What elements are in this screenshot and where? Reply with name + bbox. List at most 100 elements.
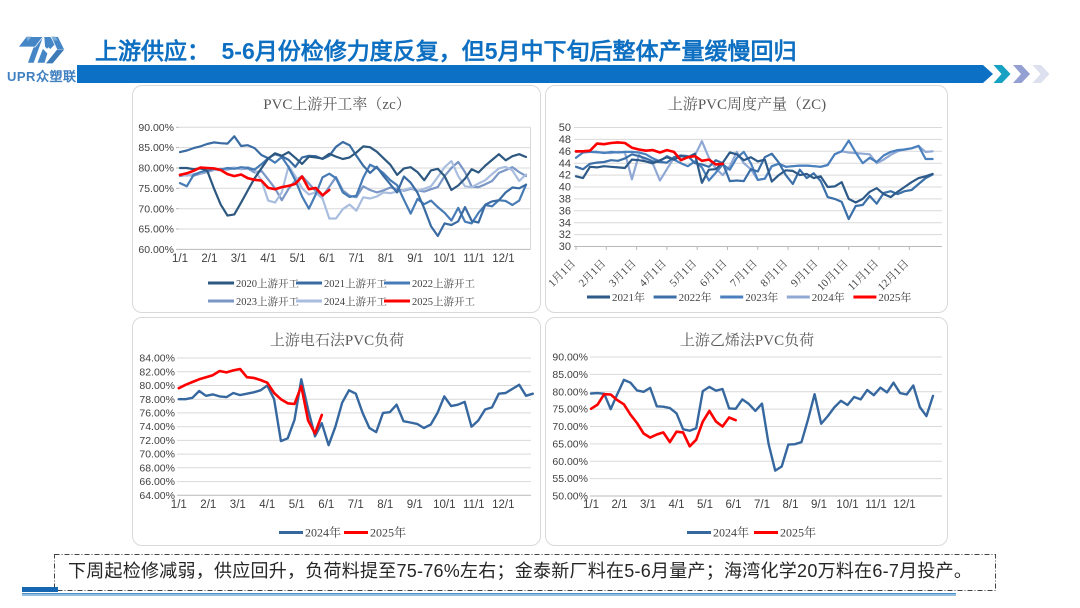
svg-text:4/1: 4/1 [260,253,276,265]
svg-text:2021年: 2021年 [612,290,645,304]
svg-text:55.00%: 55.00% [552,473,588,485]
svg-text:10月1日: 10月1日 [814,257,850,293]
svg-text:2023年: 2023年 [745,290,778,304]
svg-text:4/1: 4/1 [259,499,275,511]
svg-text:75.00%: 75.00% [552,404,588,416]
svg-text:78.00%: 78.00% [139,394,175,406]
svg-text:2/1: 2/1 [201,253,217,265]
svg-text:8/1: 8/1 [377,499,393,511]
svg-text:40: 40 [559,182,571,194]
svg-text:38: 38 [559,194,571,206]
svg-text:PVC上游开工率（zc）: PVC上游开工率（zc） [263,96,411,113]
svg-text:9/1: 9/1 [811,499,827,511]
svg-text:11月1日: 11月1日 [845,257,881,293]
svg-text:50.00%: 50.00% [552,491,588,503]
svg-text:68.00%: 68.00% [139,462,175,474]
svg-text:42: 42 [559,170,571,182]
svg-text:4/1: 4/1 [669,499,685,511]
svg-text:30: 30 [559,241,571,253]
svg-text:7/1: 7/1 [754,499,770,511]
svg-text:7月1日: 7月1日 [727,257,760,290]
svg-text:10/1: 10/1 [433,253,455,265]
svg-text:9/1: 9/1 [407,499,423,511]
svg-text:11/1: 11/1 [463,253,485,265]
svg-text:8月1日: 8月1日 [758,257,791,290]
svg-text:2023上游开工: 2023上游开工 [236,295,299,308]
svg-text:44: 44 [559,158,571,170]
svg-text:70.00%: 70.00% [139,449,175,461]
svg-text:11/1: 11/1 [865,499,887,511]
svg-text:2024年: 2024年 [812,290,845,304]
svg-text:84.00%: 84.00% [139,353,175,365]
svg-text:5/1: 5/1 [289,499,305,511]
svg-text:3/1: 3/1 [640,499,656,511]
svg-text:64.00%: 64.00% [139,490,175,502]
svg-text:2020上游开工: 2020上游开工 [236,277,299,290]
svg-text:2025上游开工: 2025上游开工 [412,295,475,308]
svg-text:12月1日: 12月1日 [875,257,911,293]
svg-text:2024年: 2024年 [305,525,341,540]
svg-text:90.00%: 90.00% [552,352,588,364]
svg-text:12/1: 12/1 [893,499,915,511]
svg-text:9/1: 9/1 [407,253,423,265]
svg-text:1/1: 1/1 [583,499,599,511]
svg-text:80.00%: 80.00% [552,386,588,398]
svg-text:34: 34 [559,217,571,229]
svg-text:12/1: 12/1 [492,253,514,265]
svg-text:80.00%: 80.00% [139,380,175,392]
svg-text:46: 46 [559,146,571,158]
svg-text:4月1日: 4月1日 [636,257,669,290]
svg-text:2024上游开工: 2024上游开工 [324,295,387,308]
svg-text:1/1: 1/1 [172,253,188,265]
svg-text:65.00%: 65.00% [138,224,174,236]
svg-text:12/1: 12/1 [492,499,514,511]
svg-text:2022年: 2022年 [679,290,712,304]
svg-text:85.00%: 85.00% [138,142,174,154]
svg-text:上游PVC周度产量（ZC): 上游PVC周度产量（ZC) [668,95,826,113]
svg-text:10/1: 10/1 [836,499,858,511]
svg-text:10/1: 10/1 [433,499,455,511]
svg-text:6月1日: 6月1日 [697,257,730,290]
svg-text:上游乙烯法PVC负荷: 上游乙烯法PVC负荷 [680,331,814,349]
svg-text:8/1: 8/1 [783,499,799,511]
svg-text:90.00%: 90.00% [138,122,174,134]
svg-text:11/1: 11/1 [463,499,485,511]
svg-text:50: 50 [559,122,571,134]
svg-text:5/1: 5/1 [290,253,306,265]
svg-text:3/1: 3/1 [231,253,247,265]
svg-text:2025年: 2025年 [780,525,816,540]
svg-text:60.00%: 60.00% [552,456,588,468]
svg-text:2024年: 2024年 [713,525,749,540]
svg-text:6/1: 6/1 [318,499,334,511]
svg-text:1月1日: 1月1日 [546,257,578,290]
svg-text:2025年: 2025年 [370,525,406,540]
svg-text:7/1: 7/1 [348,499,364,511]
svg-text:2/1: 2/1 [612,499,628,511]
svg-text:2月1日: 2月1日 [576,257,609,290]
svg-text:7/1: 7/1 [348,253,364,265]
svg-text:65.00%: 65.00% [552,439,588,451]
svg-text:3/1: 3/1 [230,499,246,511]
svg-text:32: 32 [559,229,571,241]
svg-text:1/1: 1/1 [171,499,187,511]
svg-text:80.00%: 80.00% [138,163,174,175]
svg-text:2/1: 2/1 [200,499,216,511]
svg-text:3月1日: 3月1日 [606,257,639,290]
svg-text:6/1: 6/1 [319,253,335,265]
svg-text:上游电石法PVC负荷: 上游电石法PVC负荷 [270,331,404,349]
svg-text:70.00%: 70.00% [552,421,588,433]
svg-text:60.00%: 60.00% [138,244,174,256]
svg-text:66.00%: 66.00% [139,476,175,488]
svg-text:70.00%: 70.00% [138,203,174,215]
svg-text:5月1日: 5月1日 [667,257,700,290]
svg-text:48: 48 [559,134,571,146]
svg-text:8/1: 8/1 [378,253,394,265]
svg-text:5/1: 5/1 [697,499,713,511]
svg-text:36: 36 [559,205,571,217]
svg-text:2021上游开工: 2021上游开工 [324,277,387,290]
svg-text:2022上游开工: 2022上游开工 [412,277,475,290]
svg-text:85.00%: 85.00% [552,369,588,381]
svg-text:75.00%: 75.00% [138,183,174,195]
svg-text:72.00%: 72.00% [139,435,175,447]
svg-text:76.00%: 76.00% [139,408,175,420]
